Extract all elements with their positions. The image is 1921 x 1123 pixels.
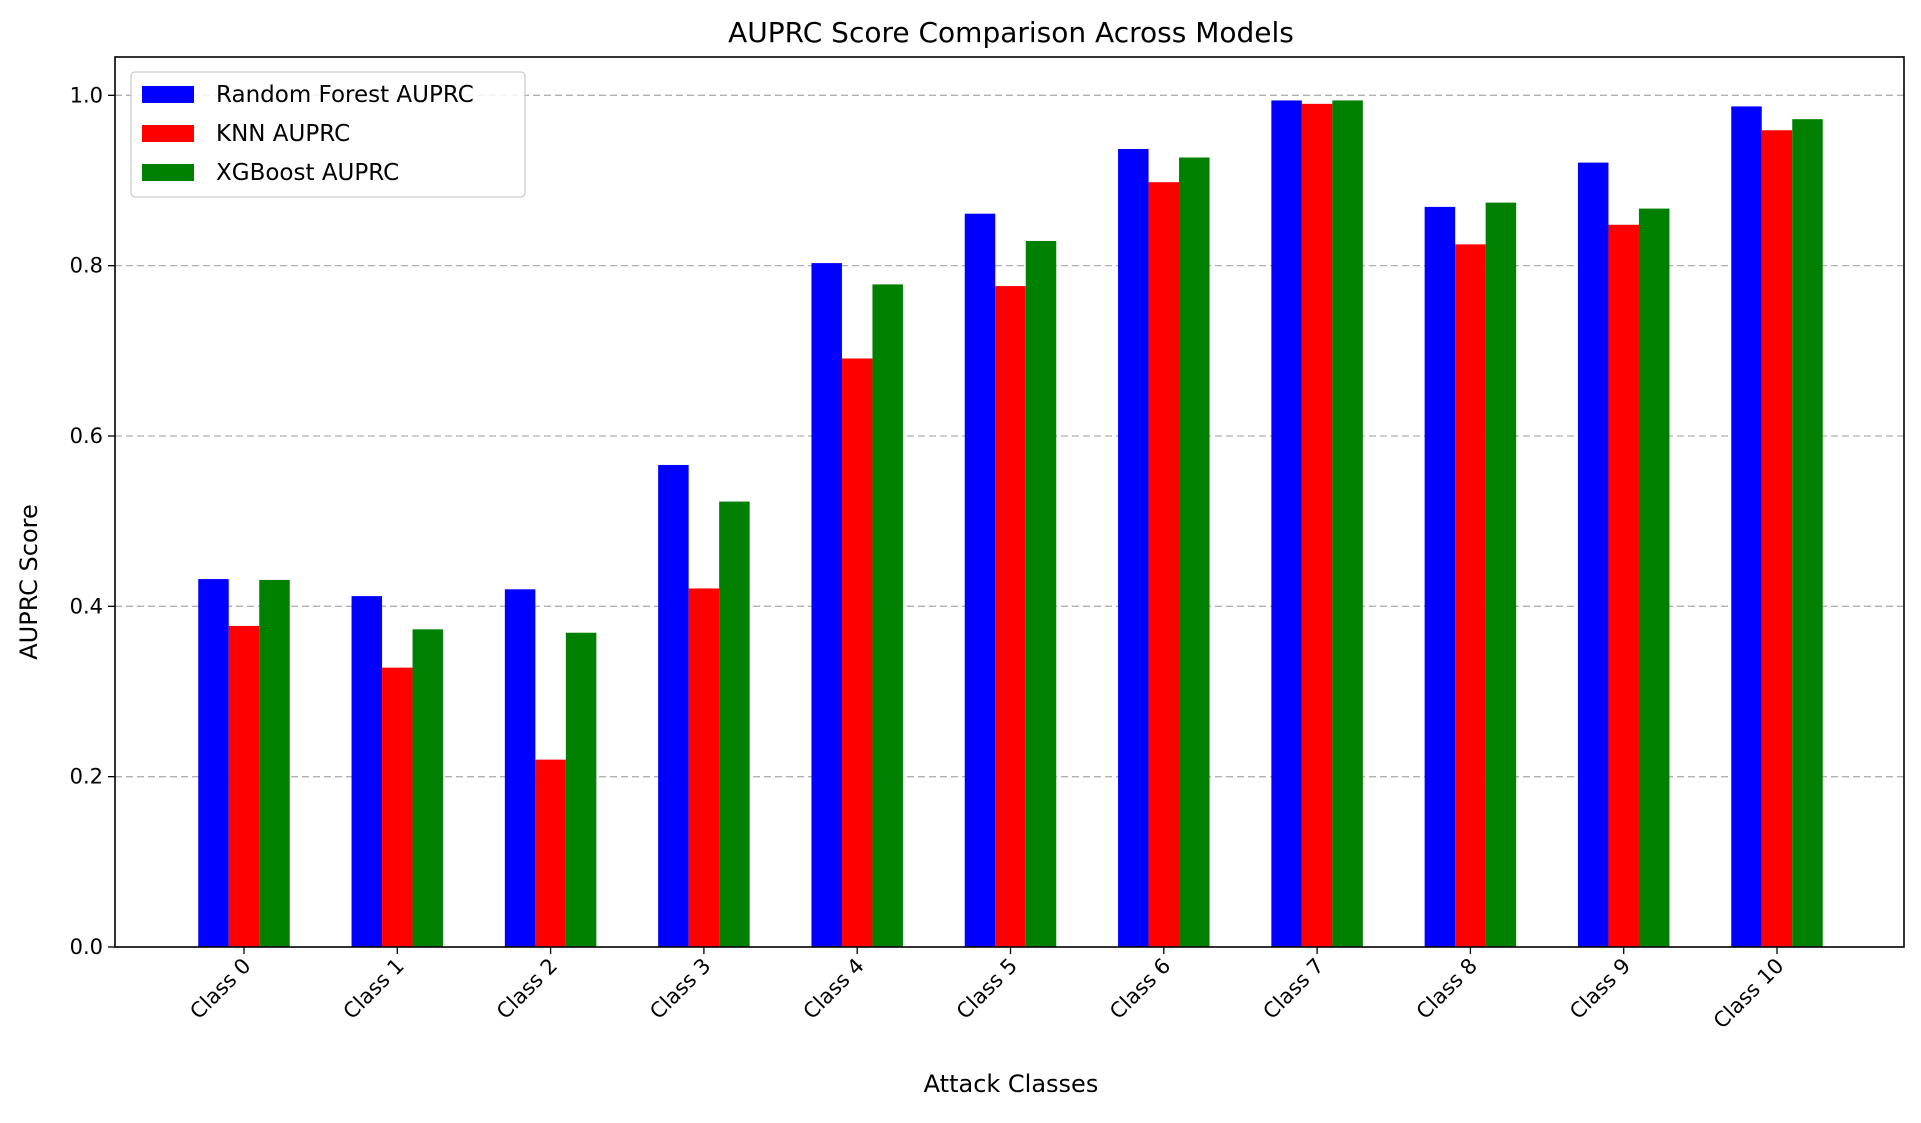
bar-xgboost-auprc-class-9 [1638, 208, 1670, 947]
bar-knn-auprc-class-3 [688, 588, 720, 947]
y-tick-label: 0.0 [70, 935, 103, 959]
bar-xgboost-auprc-class-10 [1792, 119, 1823, 948]
legend-swatch [142, 125, 194, 142]
bar-knn-auprc-class-2 [535, 759, 566, 947]
bar-xgboost-auprc-class-7 [1332, 100, 1363, 947]
bar-random-forest-auprc-class-4 [811, 263, 842, 948]
x-tick-label: Class 8 [1412, 954, 1482, 1024]
bar-random-forest-auprc-class-9 [1577, 162, 1609, 947]
y-axis-label: AUPRC Score [15, 504, 43, 660]
bar-random-forest-auprc-class-7 [1271, 100, 1302, 947]
legend-label: Random Forest AUPRC [216, 82, 474, 108]
x-tick-label: Class 7 [1258, 954, 1328, 1024]
bar-random-forest-auprc-class-8 [1424, 206, 1456, 948]
bar-knn-auprc-class-0 [228, 625, 260, 947]
x-tick-label: Class 9 [1565, 954, 1635, 1024]
legend-label: KNN AUPRC [216, 121, 350, 147]
x-axis-label: Attack Classes [924, 1070, 1099, 1098]
bar-xgboost-auprc-class-5 [1025, 240, 1057, 947]
bar-random-forest-auprc-class-5 [964, 213, 996, 947]
legend-box [130, 71, 526, 198]
bar-xgboost-auprc-class-4 [872, 284, 903, 948]
bar-knn-auprc-class-7 [1301, 103, 1333, 947]
legend-label: XGBoost AUPRC [216, 160, 399, 186]
x-tick-label: Class 2 [492, 954, 562, 1024]
y-tick-label: 0.6 [70, 424, 103, 448]
x-tick-label: Class 3 [645, 954, 715, 1024]
y-tick-label: 0.2 [70, 765, 103, 789]
chart-title: AUPRC Score Comparison Across Models [728, 16, 1294, 49]
x-tick-label: Class 5 [952, 954, 1022, 1024]
bar-knn-auprc-class-1 [382, 667, 413, 947]
bar-xgboost-auprc-class-3 [719, 501, 750, 947]
bar-knn-auprc-class-8 [1455, 244, 1486, 948]
bar-xgboost-auprc-class-8 [1485, 202, 1517, 948]
legend-swatch [142, 86, 194, 103]
x-tick-label: Class 4 [799, 954, 869, 1024]
bar-random-forest-auprc-class-2 [504, 589, 536, 947]
x-tick-label: Class 1 [339, 954, 409, 1024]
bar-random-forest-auprc-class-10 [1731, 106, 1762, 947]
bar-xgboost-auprc-class-1 [412, 629, 444, 947]
plot-frame [114, 56, 1905, 948]
y-tick-label: 0.8 [70, 254, 103, 278]
x-tick-label: Class 10 [1709, 954, 1789, 1034]
x-axis: Class 0 Class 1 Class 2 Class 3 Class 4 Class… [185, 947, 1789, 1034]
bar-knn-auprc-class-5 [995, 286, 1026, 947]
bars [198, 100, 1823, 948]
bar-random-forest-auprc-class-1 [351, 596, 383, 947]
y-axis: 0.0 0.2 0.4 0.6 0.8 1.0 [70, 83, 115, 959]
bar-random-forest-auprc-class-3 [658, 464, 689, 947]
y-tick-label: 0.4 [70, 594, 103, 618]
bar-knn-auprc-class-10 [1761, 130, 1793, 947]
y-tick-label: 1.0 [70, 83, 103, 107]
legend: Random Forest AUPRC KNN AUPRC XGBoost AUPR… [130, 71, 526, 198]
bar-random-forest-auprc-class-6 [1118, 148, 1149, 948]
bar-xgboost-auprc-class-6 [1179, 157, 1210, 947]
bar-knn-auprc-class-9 [1608, 224, 1639, 947]
bar-knn-auprc-class-6 [1148, 182, 1180, 947]
bar-xgboost-auprc-class-0 [259, 579, 290, 947]
bar-knn-auprc-class-4 [841, 358, 873, 948]
bar-random-forest-auprc-class-0 [198, 579, 229, 947]
x-tick-label: Class 6 [1105, 954, 1175, 1024]
legend-swatch [142, 164, 194, 181]
x-tick-label: Class 0 [185, 954, 255, 1024]
bar-xgboost-auprc-class-2 [565, 632, 597, 947]
